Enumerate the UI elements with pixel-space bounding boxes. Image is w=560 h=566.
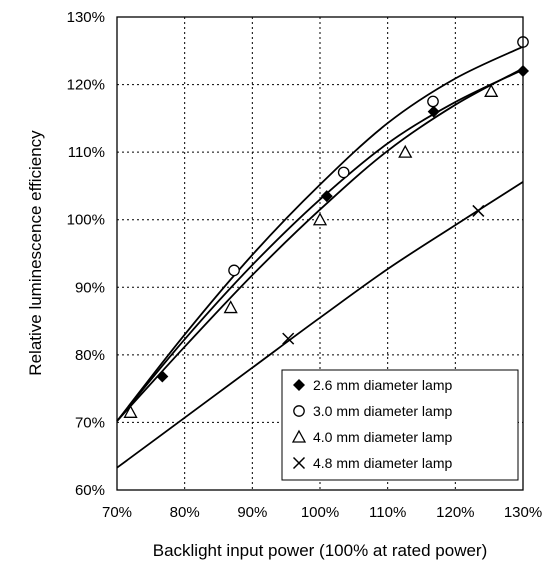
- trend-curves: [116, 45, 524, 469]
- data-point-series-1: [320, 190, 333, 203]
- x-tick-label: 80%: [170, 504, 200, 521]
- data-point-series-3: [123, 404, 138, 418]
- data-point-series-1: [427, 105, 440, 118]
- y-tick-label: 90%: [75, 279, 105, 296]
- x-tick-label: 90%: [237, 504, 267, 521]
- trend-curve-4: [116, 181, 524, 469]
- data-point-series-3: [484, 83, 499, 97]
- y-tick-label: 60%: [75, 482, 105, 499]
- legend-label-1: 2.6 mm diameter lamp: [313, 377, 452, 393]
- legend-label-2: 3.0 mm diameter lamp: [313, 403, 452, 419]
- x-tick-labels: 70% 80% 90% 100% 110% 120% 130%: [102, 504, 542, 521]
- y-tick-label: 100%: [67, 212, 105, 229]
- y-tick-label: 120%: [67, 77, 105, 94]
- y-tick-label: 130%: [67, 9, 105, 26]
- x-tick-label: 70%: [102, 504, 132, 521]
- y-axis-label: Relative luminescence efficiency: [26, 130, 45, 376]
- y-tick-label: 80%: [75, 347, 105, 364]
- data-point-series-4: [282, 332, 295, 345]
- x-tick-label: 130%: [504, 504, 542, 521]
- data-point-series-3: [223, 300, 238, 314]
- grid: [117, 17, 523, 490]
- y-tick-label: 110%: [68, 144, 105, 161]
- legend-label-4: 4.8 mm diameter lamp: [313, 455, 452, 471]
- data-point-series-2: [427, 95, 439, 108]
- legend-marker-2: [293, 405, 305, 417]
- x-axis-label: Backlight input power (100% at rated pow…: [153, 541, 488, 560]
- x-tick-label: 120%: [436, 504, 474, 521]
- data-point-series-2: [337, 166, 350, 179]
- legend-marker-1: [293, 379, 305, 391]
- x-tick-label: 110%: [369, 504, 406, 521]
- data-point-series-4: [472, 204, 485, 217]
- trend-curve-2: [116, 45, 524, 422]
- y-tick-labels: 60% 70% 80% 90% 100% 110% 120% 130%: [67, 9, 105, 499]
- data-point-series-3: [312, 212, 328, 226]
- legend-marker-4: [292, 456, 306, 470]
- data-point-series-2: [228, 264, 240, 277]
- data-point-series-1: [156, 370, 169, 383]
- legend-label-3: 4.0 mm diameter lamp: [313, 429, 452, 445]
- legend-box: [281, 369, 519, 481]
- x-tick-label: 100%: [301, 504, 339, 521]
- data-point-series-3: [398, 144, 413, 158]
- legend: 2.6 mm diameter lamp 3.0 mm diameter lamp…: [281, 369, 519, 481]
- y-tick-label: 70%: [75, 414, 105, 431]
- plot-frame: [116, 16, 524, 491]
- trend-curve-1: [116, 68, 524, 422]
- data-markers: [123, 36, 529, 418]
- trend-curve-3: [116, 67, 524, 422]
- legend-marker-3: [291, 429, 307, 443]
